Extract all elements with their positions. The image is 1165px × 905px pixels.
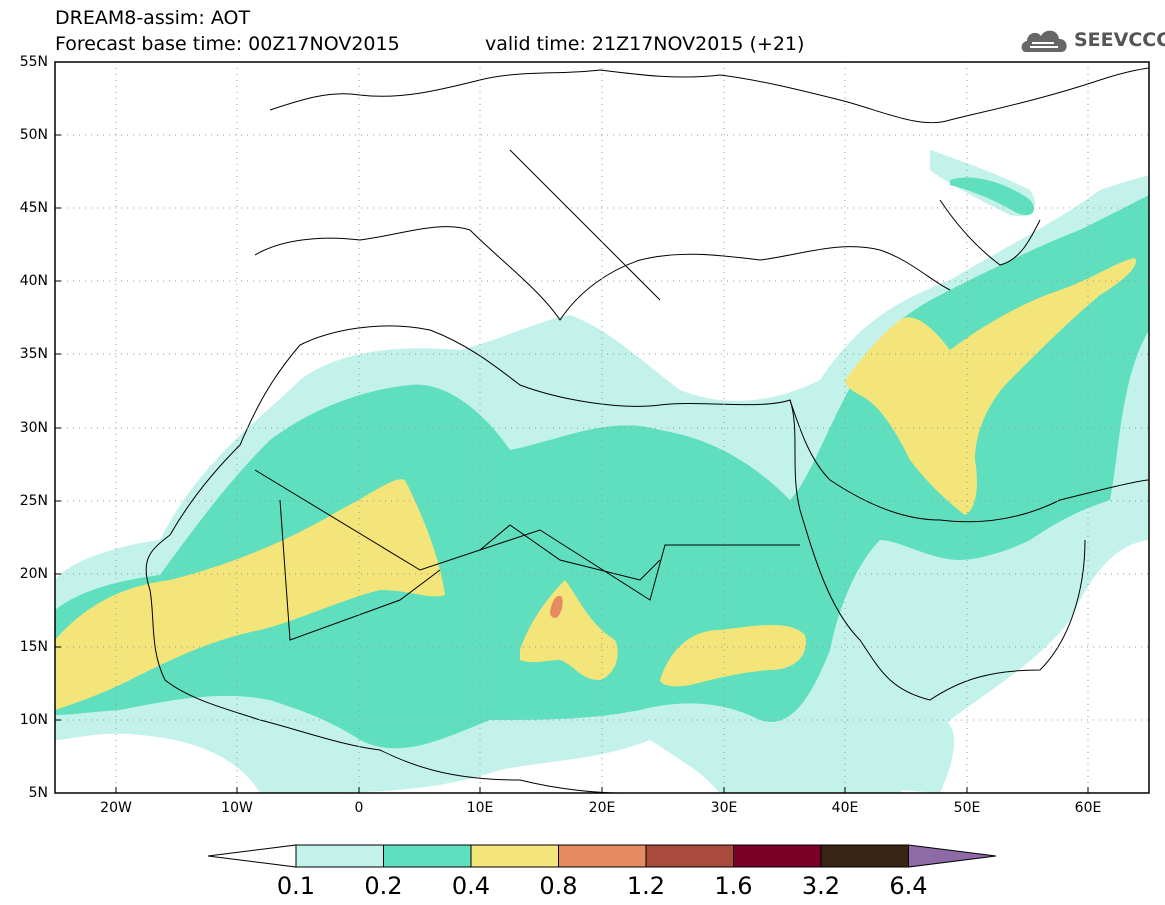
lat-label-5n: 5N	[28, 785, 48, 801]
lon-label-60e: 60E	[1074, 800, 1102, 816]
cloud-icon	[1021, 30, 1067, 52]
aot-level-0.4-west	[55, 479, 445, 710]
colorbar-label-0.4: 0.4	[451, 872, 491, 900]
lat-label-45n: 45N	[19, 200, 48, 216]
aot-level-0.4-sudan	[660, 625, 806, 687]
lon-label-0: 0	[354, 800, 364, 816]
colorbar-label-0.8: 0.8	[539, 872, 578, 900]
seevccc-logo: SEEVCCC	[1018, 22, 1165, 58]
colorbar-label-0.2: 0.2	[364, 872, 403, 900]
colorbar-label-0.1: 0.1	[276, 872, 316, 900]
lat-label-15n: 15N	[19, 639, 48, 655]
logo-text: SEEVCCC	[1074, 29, 1165, 51]
gridlines	[55, 62, 1149, 793]
lat-label-10n: 10N	[19, 712, 48, 728]
lon-label-10e: 10E	[466, 800, 494, 816]
lon-label-50e: 50E	[953, 800, 981, 816]
aot-level-0.8	[550, 595, 563, 618]
lon-label-20w: 20W	[100, 800, 132, 816]
aot-level-0.4-mideast	[845, 258, 1136, 515]
map-title: DREAM8-assim: AOT	[55, 7, 251, 29]
lat-label-35n: 35N	[19, 346, 48, 362]
lat-label-40n: 40N	[19, 273, 48, 289]
lat-label-30n: 30N	[19, 420, 48, 436]
aot-level-0.1-somalia	[900, 720, 955, 793]
colorbar-label-6.4: 6.4	[889, 872, 928, 900]
valid-time: valid time: 21Z17NOV2015 (+21)	[485, 33, 805, 55]
aot-level-0.4-chad	[520, 580, 618, 680]
lat-label-25n: 25N	[19, 493, 48, 509]
lon-label-10w: 10W	[221, 800, 253, 816]
aot-field	[55, 150, 1149, 793]
colorbar-label-3.2: 3.2	[801, 872, 841, 900]
lon-label-40e: 40E	[831, 800, 859, 816]
colorbar-label-1.2: 1.2	[626, 872, 666, 900]
aot-level-0.2	[55, 195, 1149, 749]
lat-label-20n: 20N	[19, 566, 48, 582]
tick-marks	[55, 134, 1089, 793]
lon-label-20e: 20E	[588, 800, 616, 816]
colorbar-label-1.6: 1.6	[714, 872, 753, 900]
lat-label-55n: 55N	[19, 54, 48, 70]
lat-label-50n: 50N	[19, 127, 48, 143]
forecast-base-time: Forecast base time: 00Z17NOV2015	[55, 33, 400, 55]
aot-level-0.2-caspian	[950, 177, 1035, 216]
coastlines	[145, 67, 1149, 793]
lon-label-30e: 30E	[710, 800, 738, 816]
